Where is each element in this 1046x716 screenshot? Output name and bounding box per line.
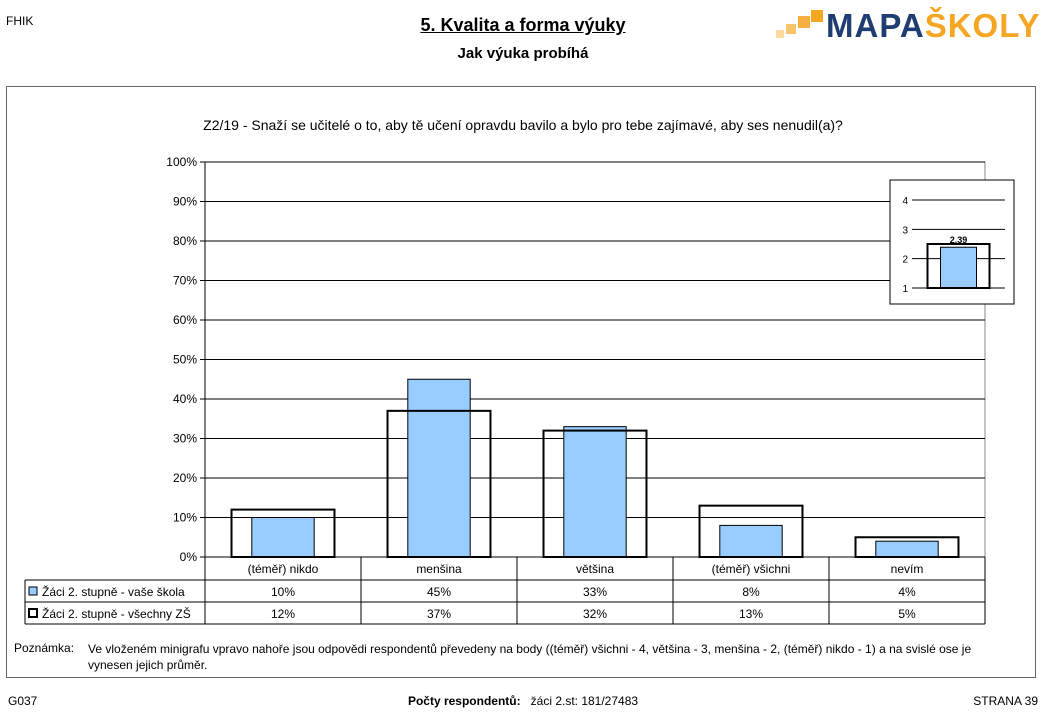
mini-y-tick-label: 1: [902, 284, 908, 295]
chart-frame: [6, 86, 1036, 678]
logo-square: [811, 10, 823, 22]
logo-square: [786, 24, 796, 34]
y-tick-label: 30%: [173, 432, 197, 446]
data-label-all-schools: 12%: [271, 607, 295, 621]
data-label-school: 8%: [742, 585, 760, 599]
page-title: 5. Kvalita a forma výuky: [420, 15, 626, 35]
bar-school: [407, 378, 471, 558]
mini-y-tick-label: 2: [902, 255, 908, 266]
legend-swatch-all-schools: [28, 608, 38, 618]
y-tick-label: 0%: [180, 550, 198, 564]
respondents-value: žáci 2.st: 181/27483: [530, 694, 639, 708]
y-tick-label: 40%: [173, 392, 197, 406]
category-label: (téměř) všichni: [712, 562, 791, 576]
y-tick-label: 60%: [173, 313, 197, 327]
data-label-school: 33%: [583, 585, 607, 599]
y-axis-labels: 0% 10% 20% 30% 40% 50% 60% 70% 80% 90% 100%: [166, 155, 197, 564]
logo-text-mapa: MAPA: [826, 7, 925, 44]
bar-school: [563, 426, 627, 558]
corner-code: FHIK: [6, 14, 34, 28]
note-text: Ve vloženém minigrafu vpravo nahoře jsou…: [88, 642, 972, 672]
page-number: STRANA 39: [973, 694, 1038, 708]
category-label: menšina: [416, 562, 462, 576]
data-label-school: 45%: [427, 585, 451, 599]
logo-square: [776, 30, 784, 38]
data-label-school: 10%: [271, 585, 295, 599]
y-tick-label: 100%: [166, 155, 197, 169]
legend-label-school: Žáci 2. stupně - vaše škola: [42, 584, 185, 599]
y-tick-label: 90%: [173, 195, 197, 209]
mini-bar-school: [940, 246, 977, 289]
page-subtitle: Jak výuka probíhá: [457, 45, 589, 62]
data-label-all-schools: 37%: [427, 607, 451, 621]
logo-text-skoly: ŠKOLY: [924, 7, 1041, 44]
question-text: Z2/19 - Snaží se učitelé o to, aby tě uč…: [203, 117, 843, 133]
y-tick-label: 70%: [173, 274, 197, 288]
legend-label-all-schools: Žáci 2. stupně - všechny ZŠ: [42, 606, 191, 621]
y-tick-label: 20%: [173, 471, 197, 485]
category-label: (téměř) nikdo: [248, 562, 319, 576]
data-table: (téměř) nikdo 10% 12% menšina 45% 37% většina 3…: [24, 556, 986, 625]
bar-school: [719, 524, 783, 558]
footer-code: G037: [8, 694, 38, 708]
bar-school: [875, 540, 939, 558]
note-label: Poznámka:: [14, 641, 75, 655]
data-label-all-schools: 32%: [583, 607, 607, 621]
mini-bar-all-schools: [926, 243, 991, 289]
legend-swatch-school: [28, 586, 38, 596]
data-label-all-schools: 13%: [739, 607, 763, 621]
mini-y-tick-label: 4: [902, 196, 908, 207]
mini-y-tick-label: 3: [902, 225, 908, 236]
mini-data-label: 2.39: [950, 235, 968, 245]
data-label-all-schools: 5%: [898, 607, 916, 621]
data-label-school: 4%: [898, 585, 916, 599]
mini-chart: 1 2 3 4 2.39: [889, 179, 1015, 305]
y-tick-label: 10%: [173, 511, 197, 525]
category-label: většina: [576, 562, 614, 576]
bars-layer: [230, 378, 960, 559]
y-tick-label: 50%: [173, 353, 197, 367]
logo-square: [798, 16, 810, 28]
respondents-label: Počty respondentů:: [407, 694, 521, 708]
category-label: nevím: [891, 562, 924, 576]
bar-school: [251, 517, 315, 558]
mapaskoly-logo: MAPAŠKOLY: [776, 7, 1041, 44]
y-tick-label: 80%: [173, 234, 197, 248]
